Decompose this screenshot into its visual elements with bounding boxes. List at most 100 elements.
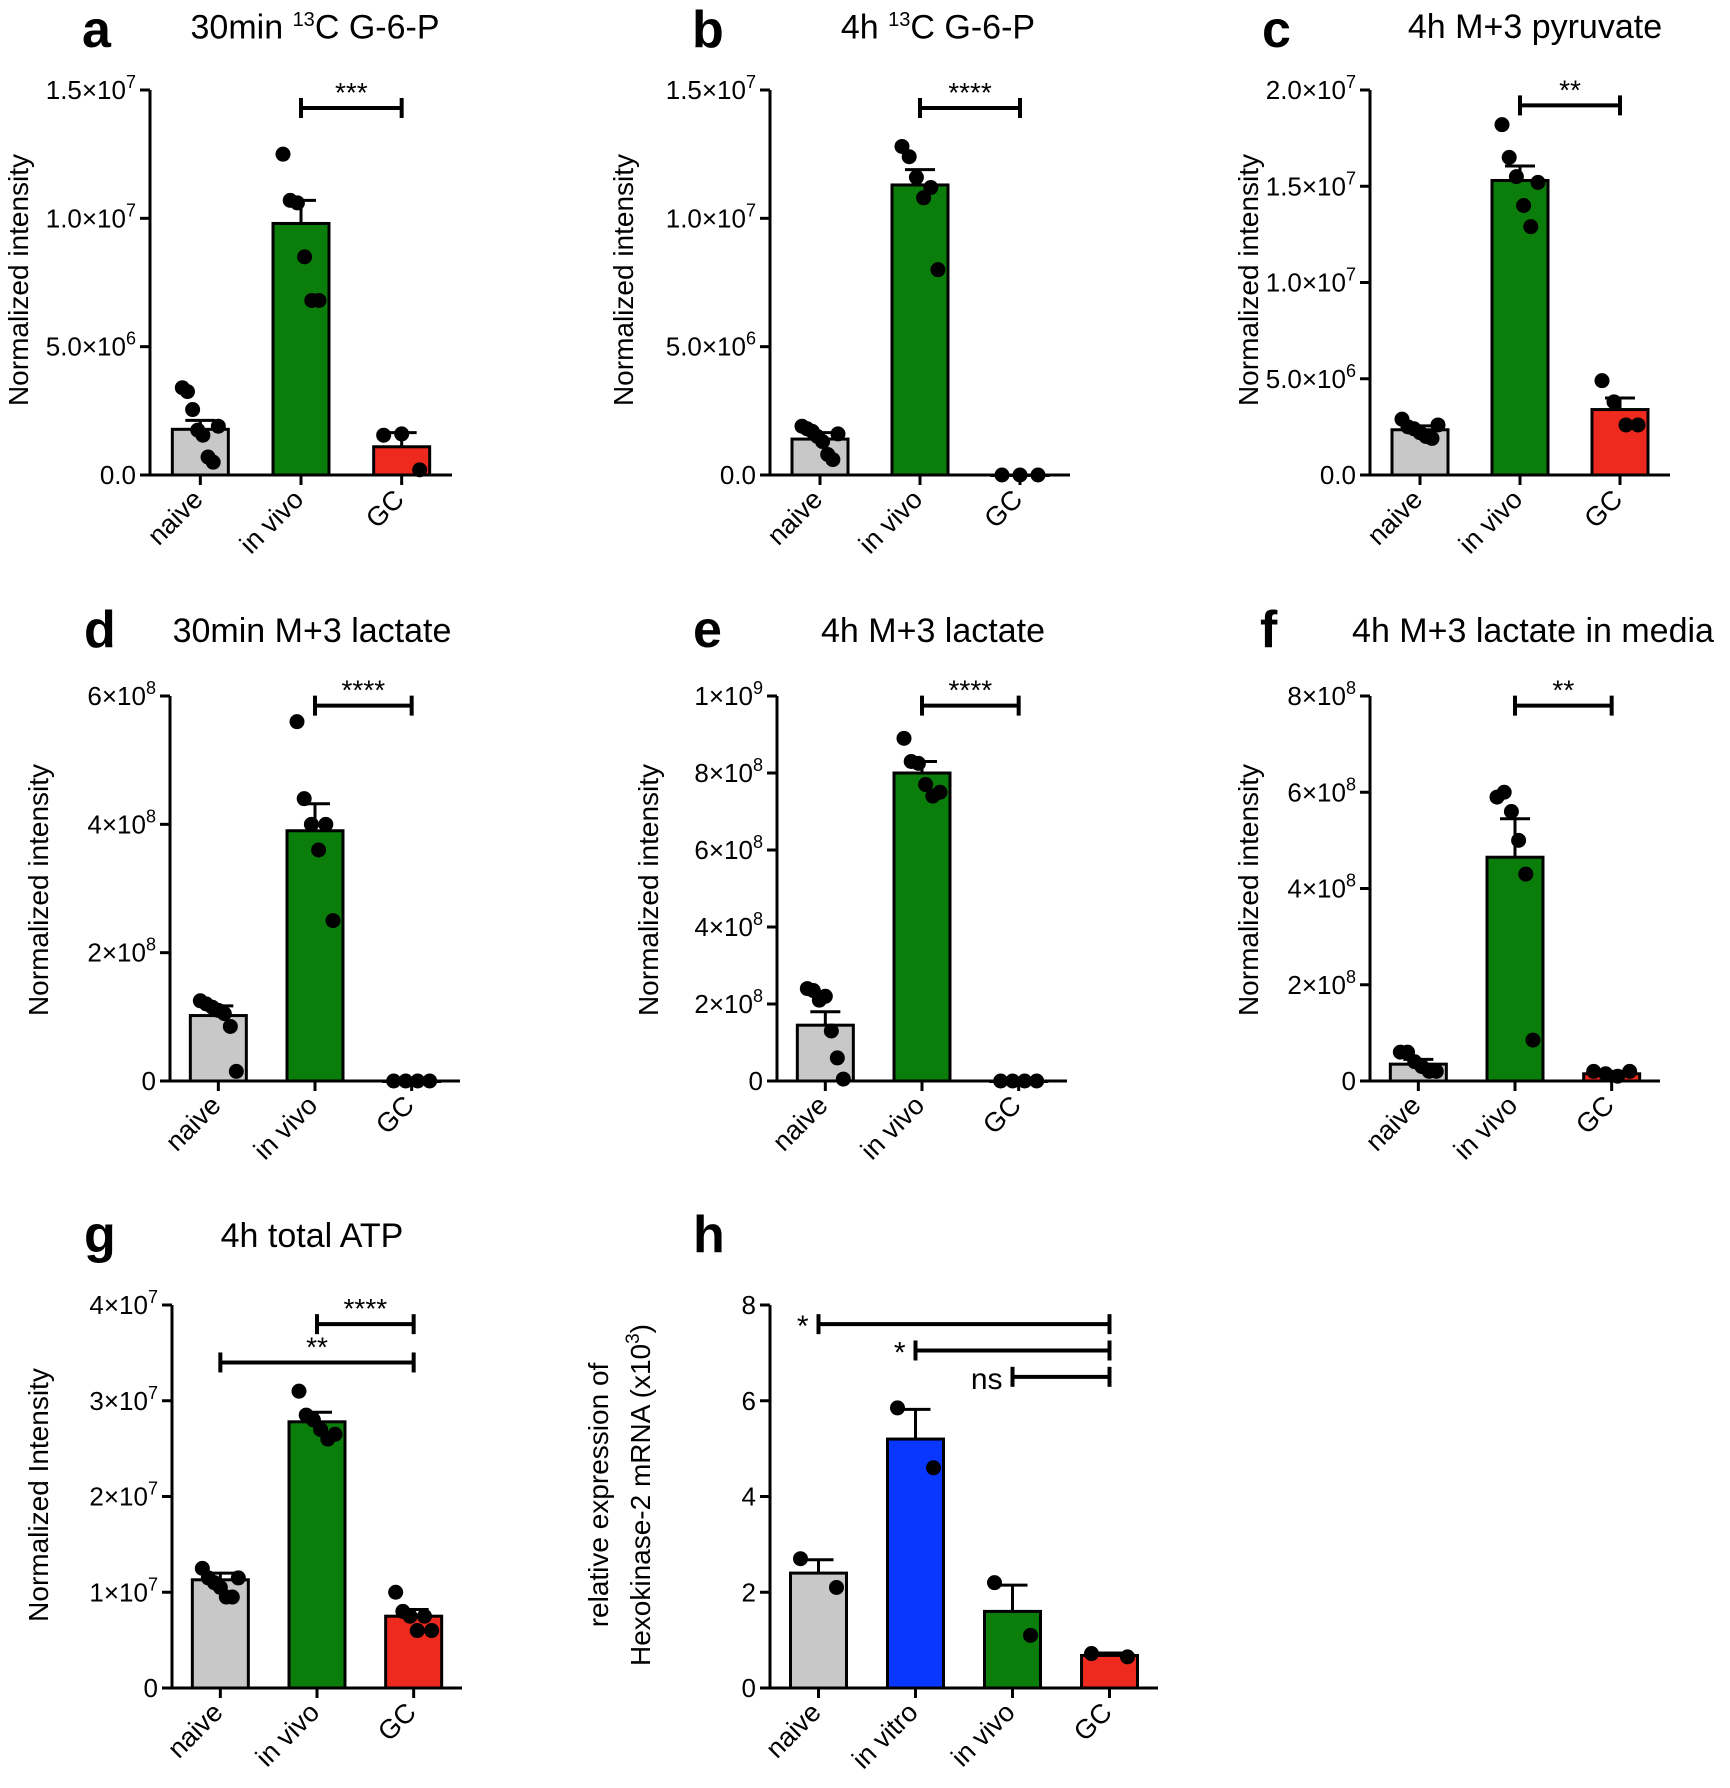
y-tick-label: 2×108 [694, 986, 763, 1019]
data-point [311, 842, 327, 858]
data-point [1029, 1073, 1045, 1089]
y-tick-label: 5.0×106 [666, 329, 756, 362]
y-tick-label: 6×108 [1287, 774, 1356, 807]
x-tick-label: naive [767, 1090, 834, 1157]
x-tick-label: naive [160, 1090, 227, 1157]
significance-label: ** [1552, 675, 1574, 706]
significance-label: * [894, 1336, 906, 1369]
data-point [216, 1006, 232, 1022]
chart-b: 0.0 5.0×106 1.0×107 1.5×107 naive in vivo GC **… [608, 72, 1070, 559]
y-tick-label: 0.0 [1320, 460, 1356, 490]
panel-letter-e: e [693, 601, 722, 659]
significance-label: **** [344, 1293, 388, 1324]
data-point [275, 146, 291, 162]
data-point [1501, 149, 1517, 165]
data-point [289, 195, 305, 211]
data-point [835, 1071, 851, 1087]
data-point [325, 913, 341, 929]
panel-letter-d: d [84, 601, 116, 659]
data-point [311, 292, 327, 308]
data-point [1530, 174, 1546, 190]
x-tick-label: GC [372, 1697, 422, 1747]
y-tick-label: 1.5×107 [1266, 168, 1356, 201]
bar [1490, 178, 1550, 477]
x-tick-label: GC [370, 1090, 420, 1140]
y-axis-label: relative expression of [583, 1362, 614, 1627]
significance-label: **** [342, 675, 386, 706]
data-point [1084, 1646, 1099, 1662]
significance-label: **** [949, 675, 993, 706]
panel-letter-g: g [84, 1206, 116, 1264]
data-point [901, 149, 917, 165]
y-tick-label: 2×108 [1287, 967, 1356, 1000]
panel-h: h 0 2 4 6 8 naive in vitro in vivo GC * * ns relativ… [580, 1205, 1180, 1788]
y-tick-label: 2 [742, 1577, 756, 1607]
data-point [793, 1551, 808, 1567]
data-point [896, 730, 912, 746]
bar [1485, 855, 1545, 1083]
y-tick-label: 5.0×106 [46, 329, 136, 362]
data-point [303, 816, 319, 832]
data-point [1622, 1063, 1638, 1079]
y-tick-label: 1.5×107 [666, 72, 756, 105]
data-point [1494, 117, 1510, 133]
data-point [424, 1623, 440, 1639]
y-tick-label: 0 [142, 1066, 156, 1096]
x-tick-label: in vitro [846, 1697, 923, 1774]
bar [890, 183, 950, 477]
y-axis-label: Normalized intensity [1233, 764, 1264, 1016]
significance-label: ** [306, 1331, 328, 1362]
data-point [1630, 417, 1646, 433]
data-point [179, 384, 195, 400]
data-point [993, 1073, 1009, 1089]
panel-c: c 4h M+3 pyruvate 0.0 5.0×106 1.0×107 1.5×1… [1160, 0, 1730, 590]
data-point [398, 1073, 414, 1089]
y-tick-label: 0 [144, 1673, 158, 1703]
data-point [1030, 467, 1046, 483]
x-tick-label: naive [760, 1697, 827, 1764]
data-point [297, 249, 313, 265]
y-tick-label: 4×108 [1287, 871, 1356, 904]
panel-b: b 4h 13C G-6-P 0.0 5.0×106 1.0×107 1.5×107 n… [580, 0, 1160, 590]
bar [892, 771, 952, 1083]
panel-letter-f: f [1260, 601, 1278, 659]
chart-c: 0.0 5.0×106 1.0×107 1.5×107 2.0×107 naive in v… [1233, 72, 1670, 559]
data-point [416, 1608, 432, 1624]
data-point [296, 791, 312, 807]
x-tick-label: GC [360, 484, 410, 534]
data-point [1518, 866, 1534, 882]
chart-a: 0.0 5.0×106 1.0×107 1.5×107 naive in vivo GC **… [3, 72, 452, 559]
data-point [228, 1063, 244, 1079]
panel-title-g: 4h total ATP [220, 1217, 404, 1255]
data-point [1525, 1032, 1541, 1048]
panel-title-f: 4h M+3 lactate in media [1352, 612, 1714, 650]
x-tick-label: GC [1578, 484, 1628, 534]
bar [287, 1420, 347, 1690]
y-tick-label: 4×107 [89, 1287, 158, 1320]
significance-label: **** [948, 77, 992, 108]
data-point [1428, 1063, 1444, 1079]
data-point [1594, 373, 1610, 389]
data-point [926, 1460, 941, 1476]
data-point [394, 426, 410, 442]
data-point [412, 462, 428, 478]
data-point [185, 402, 201, 418]
significance-label: ** [1559, 74, 1581, 105]
x-tick-label: naive [162, 1697, 229, 1764]
y-axis-label: Normalized intensity [633, 764, 664, 1016]
data-point [1516, 198, 1532, 213]
y-tick-label: 1.0×107 [666, 200, 756, 233]
panel-e: e 4h M+3 lactate 0 2×108 4×108 6×108 8×108 1×… [580, 600, 1160, 1190]
y-tick-label: 1×107 [89, 1574, 158, 1607]
y-tick-label: 1×109 [694, 678, 763, 711]
x-tick-label: in vivo [853, 484, 928, 559]
y-tick-label: 2.0×107 [1266, 72, 1356, 105]
data-point [1023, 1627, 1038, 1643]
y-axis-label-line2: Hexokinase-2 mRNA (x103) [623, 1324, 656, 1666]
data-point [409, 1623, 425, 1639]
y-tick-label: 4×108 [694, 909, 763, 942]
x-tick-label: GC [1570, 1090, 1620, 1140]
y-axis-label: Normalized intensity [3, 154, 34, 406]
data-point [1424, 430, 1440, 446]
y-tick-label: 4×108 [87, 806, 156, 839]
